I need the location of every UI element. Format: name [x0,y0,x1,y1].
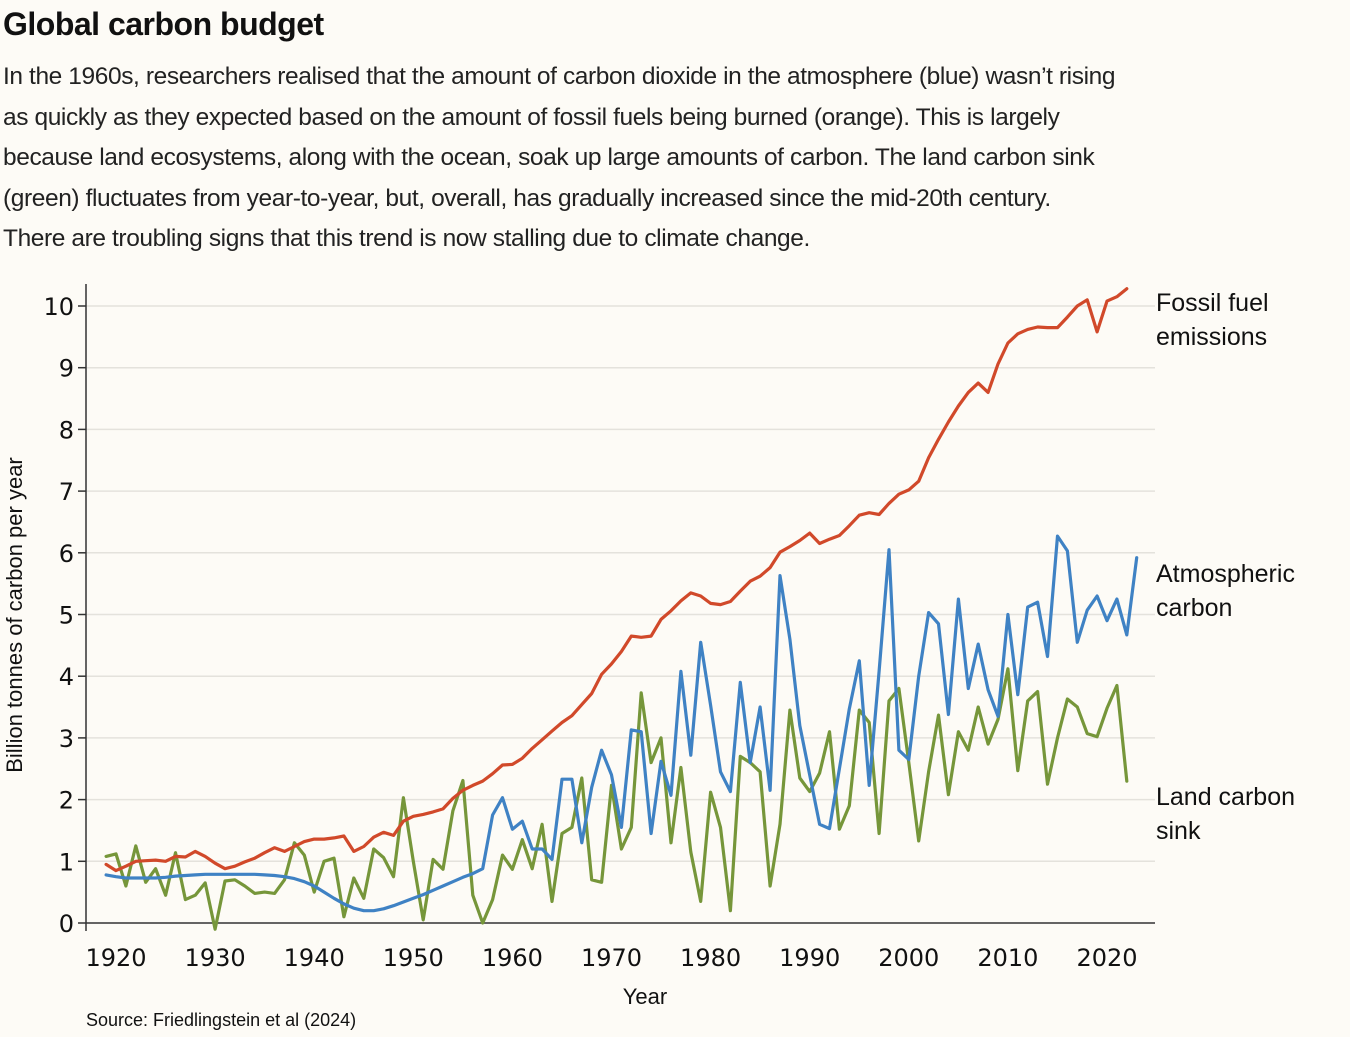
land-carbon-sink-line [104,667,1129,931]
y-tick-label: 8 [59,416,74,444]
x-tick-label: 1920 [85,944,146,972]
x-tick-label: 1940 [284,944,345,972]
x-tick-label: 2000 [878,944,939,972]
x-tick-label: 1960 [482,944,543,972]
y-tick-label: 3 [59,725,74,753]
y-tick-label: 7 [59,478,74,506]
atmospheric-carbon-line [104,534,1139,913]
series-lines [104,287,1139,931]
y-tick-label: 5 [59,602,74,630]
fossil-fuel-emissions-line [104,287,1129,873]
series-label-line: Atmospheric [1156,560,1295,588]
description-line: as quickly as they expected based on the… [3,103,1060,131]
chart-title: Global carbon budget [3,6,324,42]
series-label-line: Fossil fuel [1156,289,1269,317]
x-tick-label: 2020 [1076,944,1137,972]
x-tick-label: 1950 [383,944,444,972]
x-tick-label: 2010 [977,944,1038,972]
series-label-line: Land carbon [1156,783,1295,811]
y-tick-label: 9 [59,355,74,383]
y-tick-label: 6 [59,540,74,568]
description-line: because land ecosystems, along with the … [3,144,1095,171]
y-tick-label: 1 [59,848,74,876]
series-label-line: emissions [1156,323,1267,351]
x-tick-label: 1990 [779,944,840,972]
fossil-fuel-emissions-label: Fossil fuel emissions [1156,289,1269,351]
x-tick-label: 1930 [185,944,246,972]
y-tick-label: 10 [43,293,74,321]
description-line: (green) fluctuates from year-to-year, bu… [3,184,1051,212]
x-axis-label: Year [623,984,667,1009]
axes [85,284,1155,924]
x-tick-label: 1980 [680,944,741,972]
x-tick-label: 1970 [581,944,642,972]
chart-description: In the 1960s, researchers realised that … [3,57,1333,260]
y-axis-ticks: 0 1 2 3 4 5 6 7 8 9 10 [43,293,86,938]
series-label-line: carbon [1156,594,1232,622]
land-carbon-sink-label: Land carbon sink [1156,783,1295,845]
description-line: There are troubling signs that this tren… [3,225,810,252]
y-tick-label: 4 [59,663,74,691]
description-line: In the 1960s, researchers realised that … [3,63,1116,90]
series-label-line: sink [1156,817,1201,845]
source-note: Source: Friedlingstein et al (2024) [86,1010,357,1030]
atmospheric-carbon-label: Atmospheric carbon [1156,560,1295,622]
series-labels: Fossil fuel emissions Atmospheric carbon Lan… [1156,289,1295,845]
gridlines [86,305,1155,863]
y-axis-label: Billion tonnes of carbon per year [2,457,27,773]
y-tick-label: 0 [59,910,74,938]
x-axis-ticks: 1920 1930 1940 1950 1960 1970 1980 1990 2000 2010… [85,923,1138,972]
y-tick-label: 2 [59,787,74,815]
